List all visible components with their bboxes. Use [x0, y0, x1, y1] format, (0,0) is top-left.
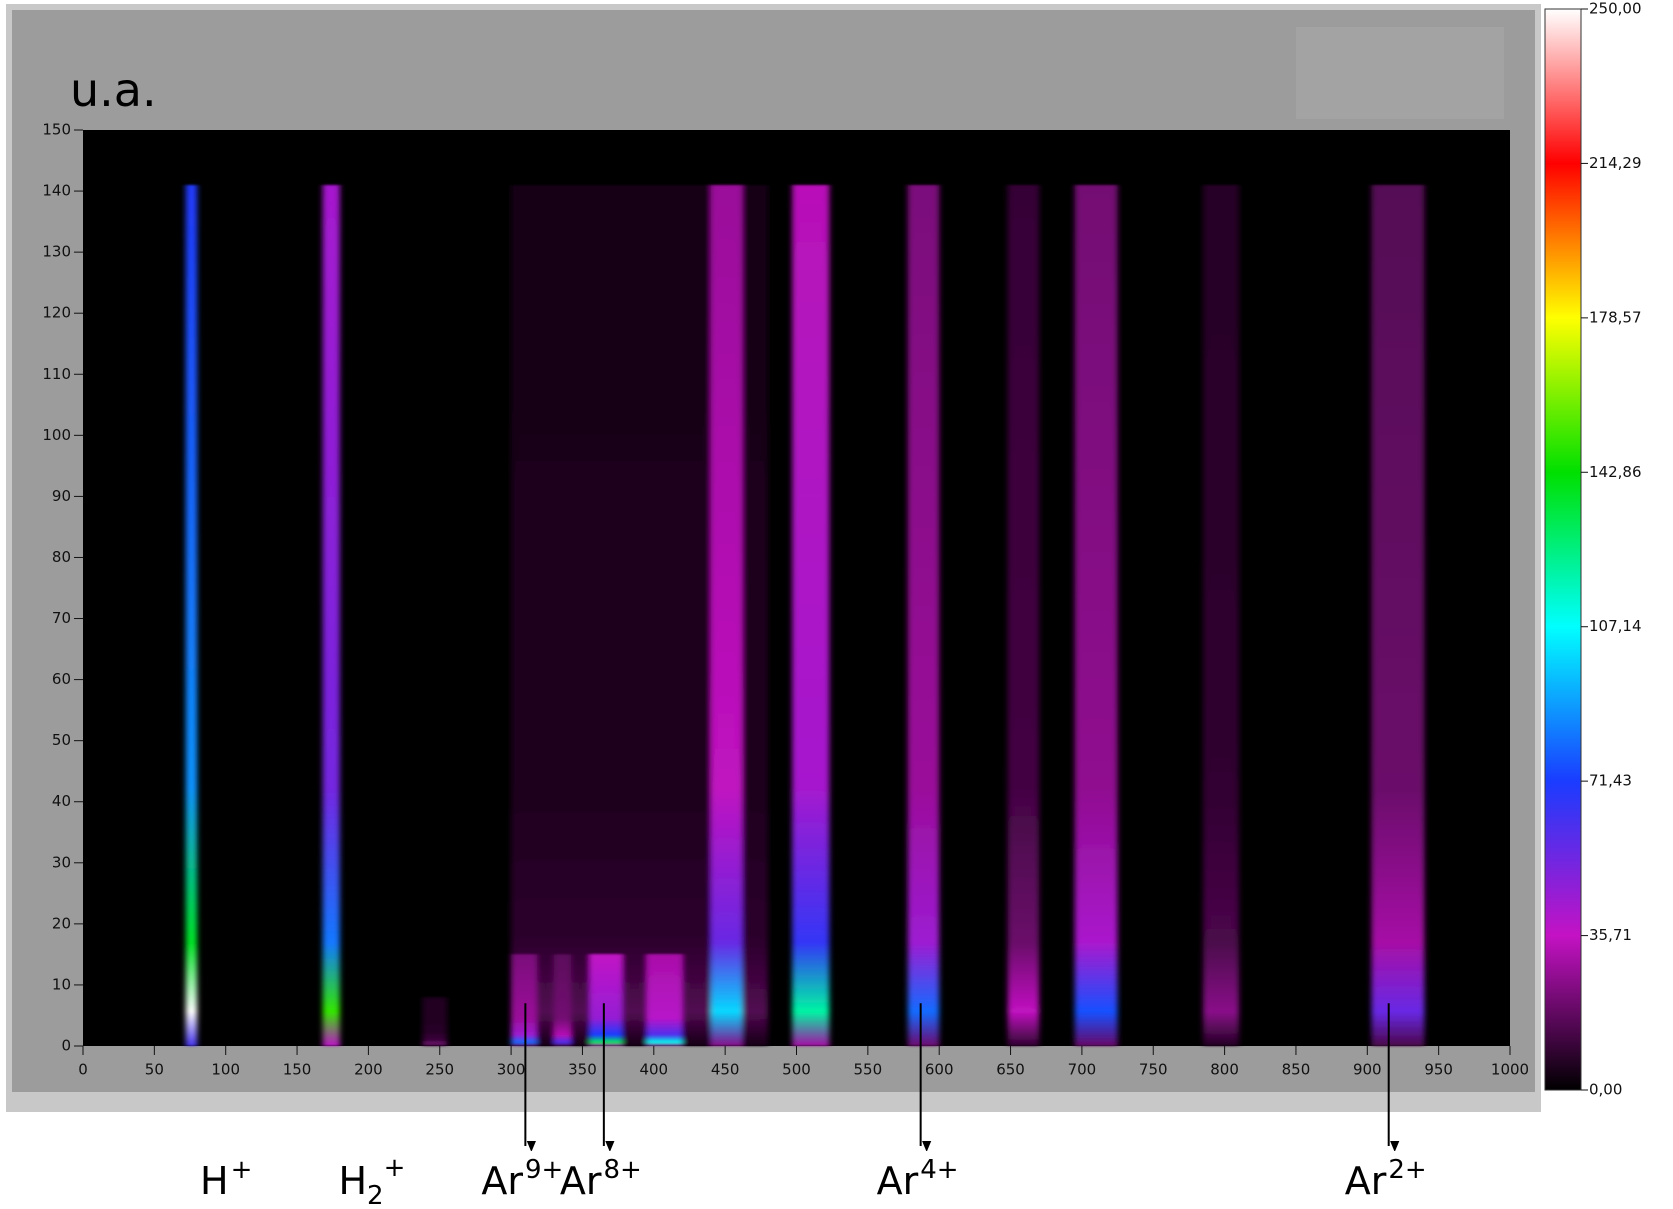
y-unit-label: u.a. [70, 63, 157, 117]
y-tick-label: 140 [42, 182, 71, 200]
colorbar [1544, 8, 1582, 1091]
streak [907, 184, 940, 1046]
x-tick-label: 900 [1353, 1061, 1382, 1079]
x-tick-label: 0 [78, 1061, 88, 1079]
annotation-label: Ar4+ [877, 1155, 959, 1203]
streak [1203, 184, 1239, 1046]
x-tick-label: 150 [283, 1061, 312, 1079]
colorbar-tick-label: 142,86 [1589, 463, 1642, 481]
annotation-sup: 9+ [525, 1155, 563, 1185]
x-tick-label: 450 [711, 1061, 740, 1079]
colorbar-tick-label: 214,29 [1589, 154, 1642, 172]
streak [422, 997, 447, 1046]
streak [646, 954, 683, 1046]
x-tick-label: 50 [145, 1061, 164, 1079]
streak [511, 954, 537, 1046]
x-tick-label: 500 [782, 1061, 811, 1079]
x-tick-label: 700 [1068, 1061, 1097, 1079]
y-tick-label: 150 [42, 121, 71, 139]
annotation-sup: 8+ [603, 1155, 641, 1185]
y-tick-label: 40 [52, 792, 71, 810]
annotation-base: Ar [560, 1159, 602, 1203]
x-tick-label: 850 [1282, 1061, 1311, 1079]
x-tick-label: 250 [425, 1061, 454, 1079]
x-tick-label: 300 [497, 1061, 526, 1079]
colorbar-tick-label: 0,00 [1589, 1081, 1622, 1099]
x-tick-label: 400 [639, 1061, 668, 1079]
x-tick-label: 100 [211, 1061, 240, 1079]
streak [1007, 184, 1040, 1046]
colorbar-tick-label: 178,57 [1589, 308, 1642, 326]
annotation-sup: 4+ [920, 1155, 958, 1185]
annotation-sup: 2+ [1388, 1155, 1426, 1185]
annotation-sup: + [231, 1155, 253, 1185]
annotation-sup: + [384, 1153, 406, 1183]
heatmap [185, 184, 1425, 1046]
streak [1371, 184, 1425, 1046]
x-tick-label: 1000 [1491, 1061, 1529, 1079]
x-tick-label: 350 [568, 1061, 597, 1079]
y-tick-label: 130 [42, 243, 71, 261]
streak [710, 184, 743, 1046]
x-tick-label: 750 [1139, 1061, 1168, 1079]
y-tick-label: 10 [52, 975, 71, 993]
annotation-base: Ar [481, 1159, 523, 1203]
x-tick-label: 650 [996, 1061, 1025, 1079]
colorbar-tick-label: 71,43 [1589, 772, 1632, 790]
annotation-label: Ar2+ [1345, 1155, 1427, 1203]
y-tick-label: 30 [52, 853, 71, 871]
x-tick-label: 550 [854, 1061, 883, 1079]
y-tick-label: 70 [52, 609, 71, 627]
annotation-base: H [338, 1159, 367, 1203]
y-tick-label: 50 [52, 731, 71, 749]
panel-inset [1296, 27, 1504, 119]
annotation-base: Ar [877, 1159, 919, 1203]
colorbar-tick-label: 35,71 [1589, 926, 1632, 944]
streak [553, 954, 572, 1046]
y-tick-label: 100 [42, 426, 71, 444]
x-tick-label: 600 [925, 1061, 954, 1079]
x-tick-label: 200 [354, 1061, 383, 1079]
y-tick-label: 90 [52, 487, 71, 505]
y-tick-label: 120 [42, 304, 71, 322]
streak [1074, 184, 1118, 1046]
y-tick-label: 60 [52, 670, 71, 688]
streak [185, 184, 198, 1046]
streak [589, 954, 623, 1046]
y-tick-label: 80 [52, 548, 71, 566]
x-tick-label: 800 [1210, 1061, 1239, 1079]
annotation-sub: 2 [367, 1181, 384, 1209]
streak [322, 184, 340, 1046]
streak [792, 184, 830, 1046]
colorbar-tick-label: 107,14 [1589, 617, 1642, 635]
annotation-base: Ar [1345, 1159, 1387, 1203]
annotation-label: H+ [200, 1155, 252, 1203]
y-tick-label: 110 [42, 365, 71, 383]
colorbar-tick-label: 250,00 [1589, 0, 1642, 18]
annotation-label: Ar8+ [560, 1155, 642, 1203]
annotation-base: H [200, 1159, 229, 1203]
y-tick-label: 0 [61, 1037, 71, 1055]
annotation-label: Ar9+ [481, 1155, 563, 1203]
annotation-label: H2+ [338, 1153, 405, 1209]
y-tick-label: 20 [52, 914, 71, 932]
x-tick-label: 950 [1424, 1061, 1453, 1079]
